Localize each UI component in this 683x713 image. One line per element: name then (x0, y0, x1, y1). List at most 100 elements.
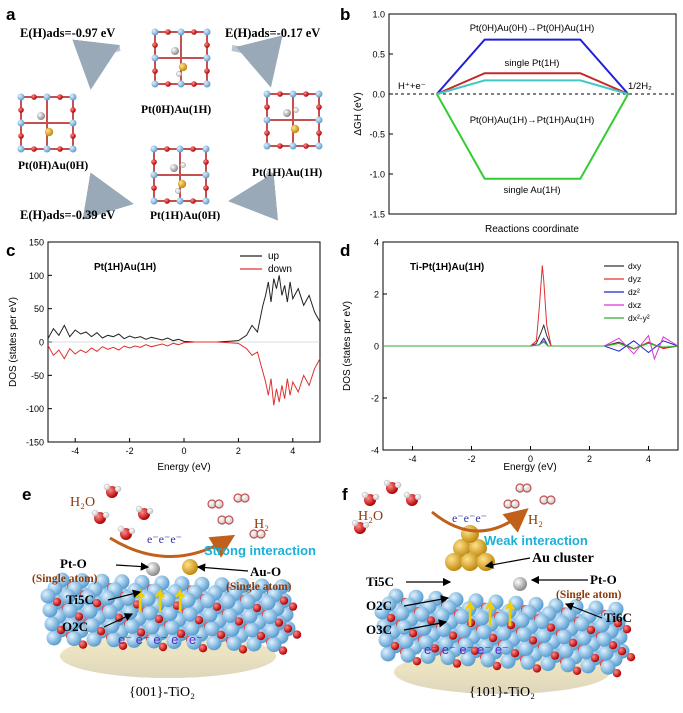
ti-atom (17, 145, 25, 153)
water-h (362, 521, 370, 529)
o-atom (31, 146, 37, 152)
d-lines-series-4 (383, 341, 679, 350)
ti-atom (289, 90, 297, 98)
ti-atom (560, 657, 576, 673)
au-atom (290, 124, 300, 134)
pt-atom (170, 164, 178, 172)
o-atom (152, 42, 158, 48)
xtick-label: 2 (587, 454, 592, 464)
au-atom (178, 62, 188, 72)
panel-e-pt-o: Pt-O (60, 556, 87, 571)
ti-atom (44, 616, 60, 632)
ti-atom (540, 656, 556, 672)
o-atom (212, 602, 222, 611)
water-h (117, 525, 125, 533)
panel-e-o2c: O2C (62, 619, 88, 634)
ti-atom (176, 145, 184, 153)
water-h (146, 507, 154, 515)
panel-f-interaction: Weak interaction (484, 533, 588, 548)
ti-atom (536, 628, 552, 644)
panel-f-ti5c: Ti5C (366, 574, 394, 589)
energy-label-1: E(H)ads=-0.97 eV (20, 26, 115, 40)
ti-atom (558, 643, 574, 659)
ti-atom (62, 603, 78, 619)
ti-atom (69, 93, 77, 101)
o-atom (277, 143, 283, 149)
au-atom (177, 179, 187, 189)
chart-c-lines (47, 275, 321, 406)
xtick-label: 0 (181, 446, 186, 456)
panel-f-pointer-o3c (403, 619, 448, 631)
o-atom (18, 133, 24, 139)
o-atom (92, 599, 102, 608)
chart-d-xlabel: Energy (eV) (503, 462, 556, 473)
o-atom (234, 617, 244, 626)
h2-atom (546, 495, 556, 505)
o-atom (194, 616, 204, 625)
ti-atom (150, 197, 158, 205)
chart-d-ticks: -4 -2 0 2 4 -4 -2 0 2 4 (371, 238, 651, 465)
ti-atom (594, 617, 610, 633)
panel-b: b -1.5 -1.0 -0.5 0.0 0.5 1.0 Reactions coordi… (340, 5, 677, 235)
xtick-label: 4 (290, 446, 295, 456)
ti-atom (140, 591, 156, 607)
ti-atom (162, 606, 178, 622)
h-atom (176, 71, 182, 77)
ti-atom (496, 625, 512, 641)
o-atom (52, 597, 62, 607)
ti-atom (262, 609, 278, 625)
chart-c-xlabel: Energy (eV) (157, 462, 210, 473)
o-atom (470, 646, 480, 655)
panel-e-molecules (91, 483, 266, 540)
ti-atom (151, 28, 159, 36)
panel-c-letter: c (6, 241, 15, 260)
ti-atom (202, 607, 218, 623)
ti-atom (226, 635, 242, 651)
ti-atom (418, 634, 434, 650)
o-atom (292, 630, 302, 639)
d-lines-series-1 (383, 265, 679, 350)
panel-f-pointer-ti6c (564, 602, 603, 619)
ti-atom (554, 615, 570, 631)
ti-atom (17, 119, 25, 127)
ti-atom (556, 629, 572, 645)
h-atom (180, 162, 186, 168)
panel-d-letter: d (340, 241, 350, 260)
panel-f-ti6c: Ti6C (604, 610, 632, 625)
o-atom (510, 649, 520, 658)
ti-atom (242, 608, 258, 624)
o-atom (176, 629, 186, 638)
ti-atom (200, 593, 216, 609)
panel-e-pointer-ti (107, 589, 142, 601)
ti-atom (396, 619, 412, 635)
chart-b-ylabel: ΔGH (eV) (353, 92, 364, 135)
ti-atom (518, 640, 534, 656)
o-atom (590, 653, 600, 663)
o-atom (277, 91, 283, 97)
o-atom (612, 669, 622, 678)
o-atom (190, 198, 196, 204)
water-h (102, 511, 110, 519)
ti-atom (460, 651, 476, 667)
legend-d-label-3: dxz (628, 300, 641, 310)
ti-atom (86, 631, 102, 647)
o-atom (56, 625, 66, 635)
ytick-label: 150 (29, 238, 44, 248)
panel-f-letter: f (342, 485, 348, 504)
energy-label-3: E(H)ads=-0.39 eV (20, 208, 115, 222)
o-atom (252, 603, 262, 613)
panel-f-au-cluster: Au cluster (532, 551, 594, 566)
ti-atom (43, 93, 51, 101)
o-atom (452, 659, 462, 668)
water-h (383, 479, 391, 487)
o-atom (568, 638, 578, 647)
o-atom (303, 143, 309, 149)
o-atom (617, 647, 627, 656)
o-atom (488, 633, 498, 643)
ytick-label: -2 (371, 394, 379, 404)
ti-atom (106, 632, 122, 648)
panel-e-au-o: Au-O (250, 564, 281, 579)
chart-d-lines (383, 265, 679, 361)
panel-e-ti5c: Ti5C (66, 592, 94, 607)
